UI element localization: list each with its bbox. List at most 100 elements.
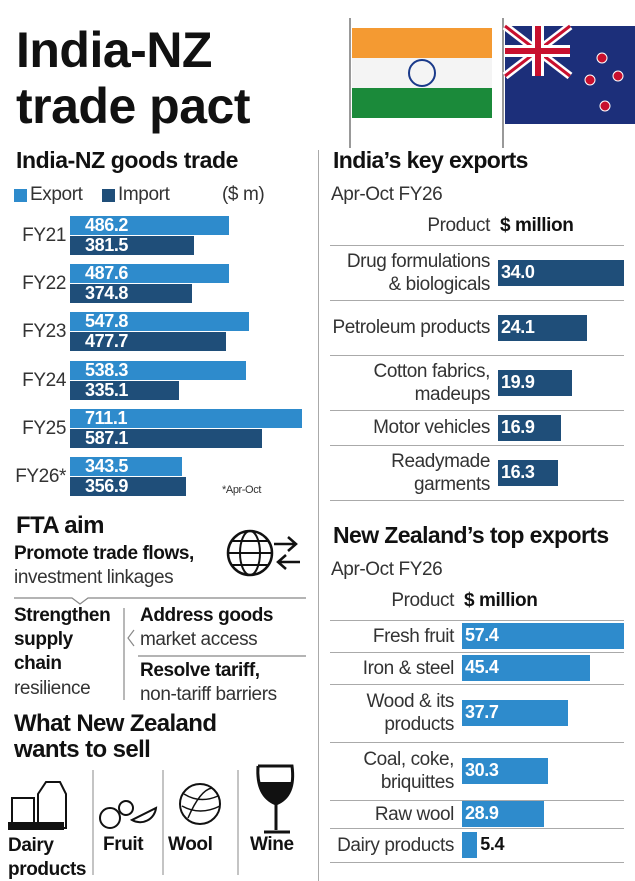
bar xyxy=(498,314,588,341)
bar xyxy=(462,832,478,858)
bar xyxy=(70,332,226,352)
connector-lines xyxy=(14,597,306,700)
section-title: FTA aim xyxy=(16,512,104,539)
row-rule xyxy=(330,828,624,829)
row-rule xyxy=(330,652,624,653)
legend-swatch xyxy=(102,189,115,202)
category-label: Motor vehicles xyxy=(373,417,490,438)
bar xyxy=(462,655,591,681)
value-label: 28.9 xyxy=(465,803,499,823)
aim-text: resilience xyxy=(14,678,91,699)
row-rule xyxy=(330,300,624,301)
value-label: 487.6 xyxy=(85,263,129,284)
aim-text: market access xyxy=(140,629,258,650)
value-label: 547.8 xyxy=(85,311,129,332)
bar xyxy=(462,700,569,726)
category-label: FY25 xyxy=(22,417,66,439)
category-label: FY26* xyxy=(15,466,66,487)
column-header: $ million xyxy=(464,590,538,611)
bar xyxy=(70,360,246,380)
category-label: Coal, coke, briquittes xyxy=(363,749,454,793)
bar xyxy=(70,477,187,496)
category-label: Dairy products xyxy=(337,834,454,856)
category-label: Drug formulations & biologicals xyxy=(346,250,491,295)
globe-icon xyxy=(226,529,300,577)
aim-text: investment linkages xyxy=(14,567,174,588)
column-header: $ million xyxy=(500,215,574,236)
category-label: Readymade garments xyxy=(391,450,490,495)
chart-title: New Zealand’s top exports xyxy=(333,522,609,548)
row-rule xyxy=(330,742,624,743)
legend-swatch xyxy=(14,189,27,202)
category-label: FY21 xyxy=(22,225,66,246)
value-label: 356.9 xyxy=(85,476,129,496)
bar xyxy=(462,801,544,827)
value-label: 16.9 xyxy=(501,416,535,437)
chart-title: India’s key exports xyxy=(333,147,528,173)
row-rule xyxy=(330,355,624,356)
value-label: 538.3 xyxy=(85,359,129,380)
bar xyxy=(70,408,302,428)
sell-icons xyxy=(8,764,295,875)
subtitle: Apr-Oct FY26 xyxy=(331,184,443,205)
column-header: Product xyxy=(391,590,454,611)
bar xyxy=(498,459,559,486)
row-rule xyxy=(330,620,624,621)
page-title: India-NZ trade pact xyxy=(16,22,250,134)
sell-label: Dairy products xyxy=(8,835,87,880)
value-label: 343.5 xyxy=(85,456,129,476)
legend-label: Import xyxy=(118,184,170,205)
row-rule xyxy=(330,684,624,685)
value-label: 5.4 xyxy=(480,834,505,854)
value-label: 16.3 xyxy=(501,461,535,482)
value-label: 486.2 xyxy=(85,215,129,235)
subtitle: Apr-Oct FY26 xyxy=(331,559,443,580)
chart-title: India-NZ goods trade xyxy=(16,147,239,173)
aim-bold: Promote trade flows, xyxy=(14,543,194,564)
row-rule xyxy=(330,245,624,246)
row-rule xyxy=(330,800,624,801)
section-title: What New Zealand wants to sell xyxy=(14,710,217,763)
category-label: FY24 xyxy=(22,369,66,391)
category-label: Raw wool xyxy=(374,803,455,825)
category-label: Fresh fruit xyxy=(372,625,455,647)
value-label: 381.5 xyxy=(85,235,129,255)
bar xyxy=(70,380,180,400)
bar xyxy=(70,236,195,255)
flags xyxy=(349,18,635,148)
row-rule xyxy=(330,862,624,863)
aim-bold: Strengthen supply chain xyxy=(14,605,111,674)
bar xyxy=(462,758,548,784)
aim-bold: Address goods xyxy=(140,605,274,626)
bar xyxy=(70,216,229,235)
value-label: 19.9 xyxy=(501,371,535,392)
value-label: 30.3 xyxy=(465,760,499,780)
value-label: 374.8 xyxy=(85,283,129,304)
category-label: Iron & steel xyxy=(362,657,455,679)
sell-label: Fruit xyxy=(103,834,144,855)
value-label: 711.1 xyxy=(85,407,128,428)
value-label: 477.7 xyxy=(85,331,129,352)
bar xyxy=(498,259,624,286)
bar xyxy=(70,264,230,284)
bar xyxy=(70,284,193,304)
value-label: 57.4 xyxy=(465,625,499,645)
bar xyxy=(498,369,572,396)
value-label: 34.0 xyxy=(501,261,535,282)
category-label: Petroleum products xyxy=(332,317,490,338)
value-label: 45.4 xyxy=(465,657,499,677)
sell-label: Wine xyxy=(250,834,294,855)
category-label: Wood & its products xyxy=(366,691,454,735)
column-header: Product xyxy=(427,215,490,236)
value-label: 24.1 xyxy=(501,316,535,337)
row-rule xyxy=(330,410,624,411)
divider xyxy=(318,150,319,881)
unit-label: ($ m) xyxy=(222,184,265,205)
bar xyxy=(70,312,249,332)
bar xyxy=(462,623,624,649)
row-rule xyxy=(330,500,624,501)
row-rule xyxy=(330,445,624,446)
aim-bold: Resolve tariff, xyxy=(140,660,260,681)
category-label: FY23 xyxy=(22,321,66,343)
